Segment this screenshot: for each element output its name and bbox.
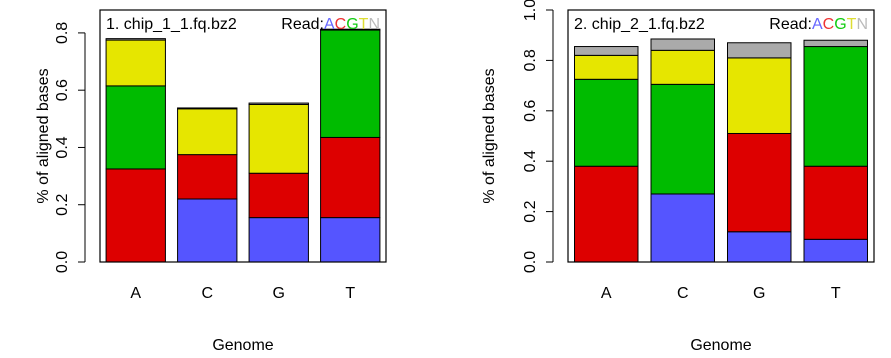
x-tick-label: C <box>201 285 213 302</box>
read-legend-letter-C: C <box>823 16 835 33</box>
x-tick-label: C <box>677 285 689 302</box>
bar-segment-G-N <box>248 102 309 105</box>
x-tick-label: A <box>601 285 612 302</box>
read-legend-prefix: Read: <box>281 16 324 33</box>
x-axis-title: Genome <box>212 337 273 354</box>
read-legend-letter-A: A <box>324 16 335 33</box>
x-tick-label: G <box>753 285 765 302</box>
bar-segment-G-N <box>727 42 792 59</box>
bar-segment-A-N <box>574 46 639 56</box>
y-tick-label: 0.0 <box>522 251 539 273</box>
bar-segment-A-G <box>574 78 639 167</box>
bar-segment-A-T <box>574 54 639 80</box>
y-tick-label: 0.8 <box>54 22 71 44</box>
bar-segment-G-C <box>248 172 309 219</box>
x-tick-label: A <box>130 285 141 302</box>
chart-title: 1. chip_1_1.fq.bz2 <box>106 16 237 33</box>
y-tick-label: 0.4 <box>54 136 71 158</box>
bar-segment-C-T <box>650 49 715 85</box>
y-tick-label: 0.2 <box>522 200 539 222</box>
bar-segment-G-T <box>727 57 792 134</box>
bar-segment-C-A <box>177 198 238 263</box>
read-legend-letter-T: T <box>847 16 857 33</box>
bar-segment-C-C <box>177 154 238 200</box>
plot-frame <box>99 9 387 263</box>
bar-segment-T-G <box>803 46 868 167</box>
bar-segment-C-G <box>650 83 715 195</box>
x-tick-label: T <box>831 285 841 302</box>
bar-segment-C-T <box>177 108 238 156</box>
read-legend-letter-T: T <box>359 16 369 33</box>
read-legend-letter-N: N <box>368 16 380 33</box>
read-legend-letter-N: N <box>856 16 868 33</box>
bar-segment-C-A <box>650 193 715 263</box>
y-tick-label: 0.6 <box>54 79 71 101</box>
read-legend: Read:ACGTN <box>281 16 380 33</box>
y-tick-label: 0.6 <box>522 100 539 122</box>
y-tick-label: 0.2 <box>54 194 71 216</box>
y-tick-label: 0.0 <box>54 251 71 273</box>
read-legend-letter-A: A <box>812 16 823 33</box>
bar-segment-T-G <box>320 29 381 138</box>
bar-segment-G-T <box>248 104 309 174</box>
plot-frame <box>567 9 875 263</box>
x-tick-label: G <box>273 285 285 302</box>
bar-segment-A-N <box>105 38 166 41</box>
bar-segment-A-G <box>105 85 166 170</box>
chart-title: 2. chip_2_1.fq.bz2 <box>574 16 705 33</box>
bar-segment-T-C <box>803 165 868 240</box>
y-axis-title: % of aligned bases <box>35 68 52 203</box>
bar-segment-G-C <box>727 132 792 233</box>
bar-segment-C-N <box>650 38 715 51</box>
read-legend-letter-C: C <box>335 16 347 33</box>
bar-segment-T-N <box>803 39 868 48</box>
bar-segment-T-N <box>320 28 381 31</box>
bar-segment-C-N <box>177 107 238 110</box>
bar-segment-G-A <box>248 217 309 263</box>
bar-segment-G-A <box>727 231 792 263</box>
bar-segment-T-A <box>803 238 868 263</box>
y-axis-title: % of aligned bases <box>481 68 498 203</box>
x-tick-label: T <box>345 285 355 302</box>
y-tick-label: 0.8 <box>522 49 539 71</box>
y-tick-label: 1.0 <box>522 0 539 21</box>
y-tick-label: 0.4 <box>522 150 539 172</box>
bar-segment-T-A <box>320 217 381 263</box>
read-legend-letter-G: G <box>834 16 846 33</box>
read-legend: Read:ACGTN <box>769 16 868 33</box>
bar-segment-A-C <box>105 168 166 263</box>
bar-segment-A-T <box>105 39 166 87</box>
bar-segment-A-C <box>574 165 639 263</box>
x-axis-title: Genome <box>690 337 751 354</box>
bar-segment-T-C <box>320 136 381 219</box>
read-legend-letter-G: G <box>346 16 358 33</box>
read-legend-prefix: Read: <box>769 16 812 33</box>
